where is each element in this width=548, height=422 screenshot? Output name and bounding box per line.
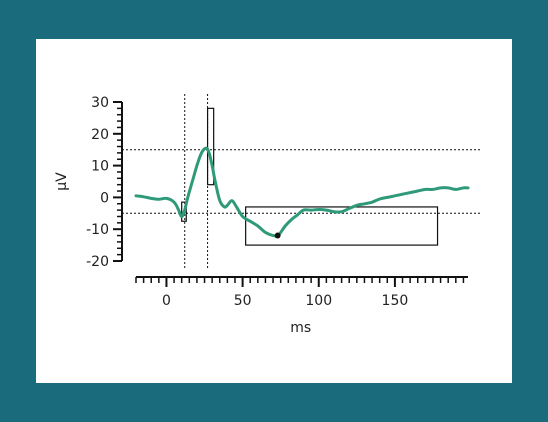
series-line [134, 146, 470, 238]
x-tick-label: 150 [382, 293, 409, 309]
x-tick-label: 50 [234, 293, 252, 309]
y-tick-label: 0 [100, 190, 109, 206]
y-tick-label: 10 [91, 159, 109, 175]
y-tick-label: -20 [86, 254, 109, 270]
y-tick-label: -10 [86, 222, 109, 238]
x-axis-title: ms [290, 320, 311, 336]
measurement-windows [181, 107, 439, 246]
measurement-window [206, 107, 215, 186]
measurement-window [245, 206, 439, 246]
y-tick-label: 20 [91, 127, 109, 143]
measurement-window [181, 201, 187, 222]
y-axis-title: µV [54, 172, 70, 191]
reference-lines [122, 94, 482, 270]
x-tick-label: 0 [162, 293, 171, 309]
chart-panel: 30 20 10 0 -10 -20 0 50 100 150 µV ms [36, 39, 512, 383]
x-tick-label: 100 [305, 293, 332, 309]
peak-marker [274, 232, 281, 239]
y-tick-label: 30 [91, 95, 109, 111]
